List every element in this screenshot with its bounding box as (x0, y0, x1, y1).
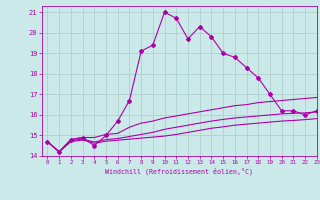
X-axis label: Windchill (Refroidissement éolien,°C): Windchill (Refroidissement éolien,°C) (105, 168, 253, 175)
